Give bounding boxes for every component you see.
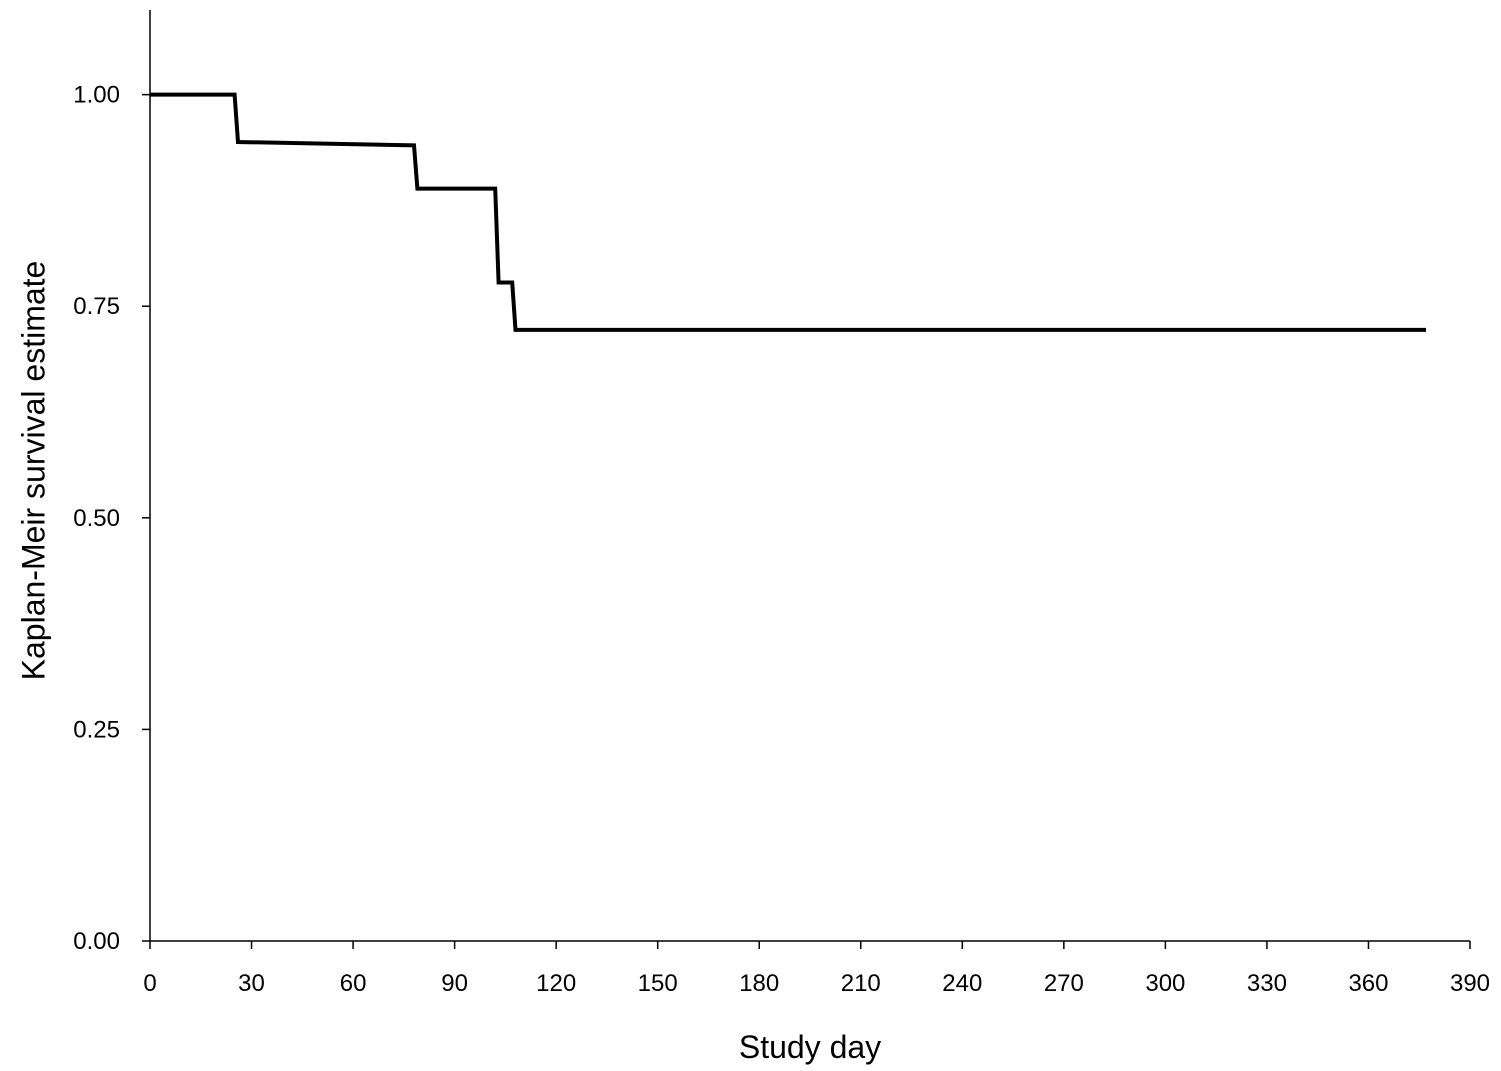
x-axis: 0 30 60 90 120 150 180 210 240 270 300 330 360 390	[143, 940, 1490, 997]
x-tick-label: 150	[638, 970, 678, 997]
x-tick-label: 270	[1044, 970, 1084, 997]
x-tick-label: 390	[1450, 970, 1490, 997]
x-tick-label: 120	[536, 970, 576, 997]
y-tick-label: 1.00	[73, 82, 120, 109]
x-tick-label: 360	[1348, 970, 1388, 997]
y-tick-label: 0.00	[73, 928, 120, 955]
x-tick-label: 0	[143, 970, 156, 997]
x-axis-label: Study day	[739, 1029, 881, 1065]
y-tick-label: 0.50	[73, 505, 120, 532]
y-tick-label: 0.25	[73, 716, 120, 743]
x-tick-label: 210	[841, 970, 881, 997]
y-ticks: 0.00 0.25 0.50 0.75 1.00	[73, 82, 150, 955]
x-tick-label: 240	[942, 970, 982, 997]
y-axis: 0.00 0.25 0.50 0.75 1.00	[73, 10, 151, 955]
y-axis-label: Kaplan-Meir survival estimate	[15, 261, 51, 681]
series-layer	[150, 92, 1426, 332]
x-ticks: 0 30 60 90 120 150 180 210 240 270 300 330 360 390	[143, 941, 1490, 997]
y-tick-label: 0.75	[73, 293, 120, 320]
x-tick-label: 330	[1247, 970, 1287, 997]
x-tick-label: 180	[739, 970, 779, 997]
km-survival-line	[150, 92, 1426, 332]
x-tick-label: 300	[1145, 970, 1185, 997]
x-tick-label: 60	[340, 970, 367, 997]
x-tick-label: 90	[441, 970, 468, 997]
x-tick-label: 30	[238, 970, 265, 997]
